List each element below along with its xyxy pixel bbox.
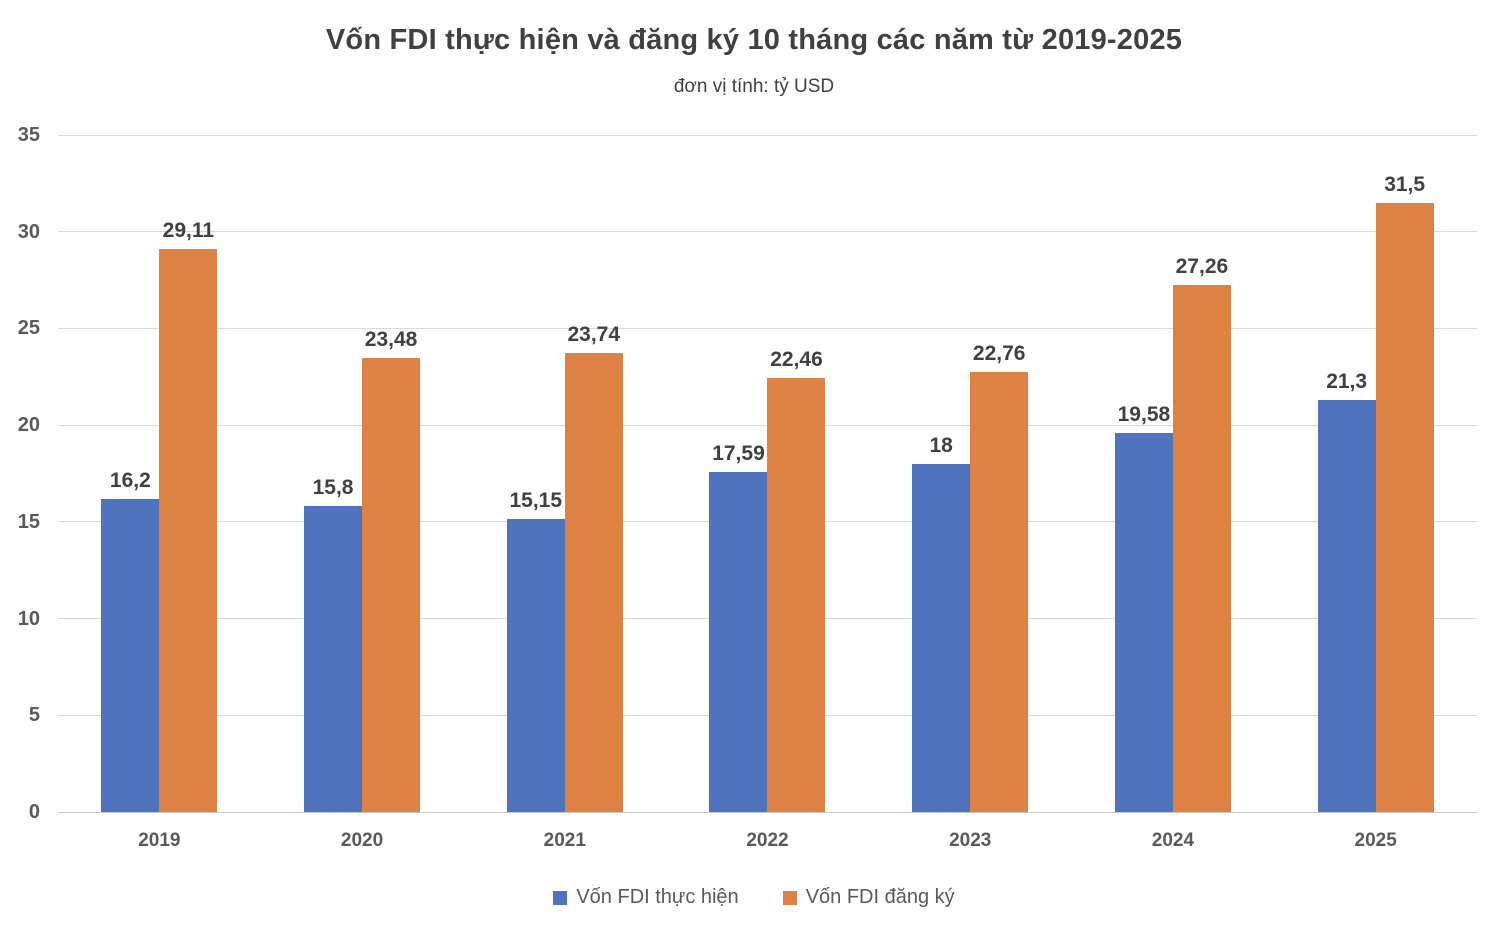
x-axis-label-2024: 2024 bbox=[1151, 830, 1195, 851]
bar-col-von-fdi-thuc-hien-2020: 15,8 bbox=[304, 135, 363, 812]
bar-value-label-von-fdi-dang-ky-2021: 23,74 bbox=[567, 322, 621, 346]
bar-col-von-fdi-dang-ky-2021: 23,74 bbox=[564, 135, 623, 812]
y-axis-tick-label: 10 bbox=[17, 607, 40, 630]
bar-group-2020: 15,8 23,48 bbox=[261, 135, 464, 812]
bar-von-fdi-thuc-hien-2024 bbox=[1114, 433, 1173, 812]
bar-von-fdi-thuc-hien-2023 bbox=[912, 463, 971, 812]
bar-col-von-fdi-dang-ky-2025: 31,5 bbox=[1375, 135, 1434, 812]
x-axis-label-2021: 2021 bbox=[543, 830, 586, 851]
x-axis-label-2020: 2020 bbox=[340, 830, 384, 851]
bar-col-von-fdi-thuc-hien-2023: 18 bbox=[912, 135, 971, 812]
bar-von-fdi-dang-ky-2024 bbox=[1172, 284, 1231, 812]
legend-swatch-icon bbox=[782, 890, 797, 905]
bar-col-von-fdi-dang-ky-2022: 22,46 bbox=[767, 135, 826, 812]
bar-value-label-von-fdi-thuc-hien-2023: 18 bbox=[929, 433, 953, 457]
bar-col-von-fdi-thuc-hien-2025: 21,3 bbox=[1317, 135, 1376, 812]
x-axis-label-2023: 2023 bbox=[949, 830, 992, 851]
bar-value-label-von-fdi-thuc-hien-2024: 19,58 bbox=[1117, 403, 1171, 427]
gridline bbox=[58, 134, 1477, 136]
bar-col-von-fdi-thuc-hien-2022: 17,59 bbox=[709, 135, 768, 812]
y-axis-tick-label: 5 bbox=[28, 704, 40, 727]
bar-group-2023: 18 22,76 bbox=[869, 135, 1072, 812]
bar-value-label-von-fdi-dang-ky-2023: 22,76 bbox=[972, 341, 1026, 365]
bar-value-label-von-fdi-thuc-hien-2022: 17,59 bbox=[712, 441, 765, 465]
bar-value-label-von-fdi-thuc-hien-2019: 16,2 bbox=[109, 468, 151, 492]
y-axis-tick-label: 35 bbox=[17, 124, 40, 146]
bar-group-2021: 15,15 23,74 bbox=[463, 135, 666, 812]
legend-label: Vốn FDI thực hiện bbox=[576, 886, 739, 908]
y-axis-tick-label: 25 bbox=[17, 317, 40, 340]
bar-von-fdi-thuc-hien-2020 bbox=[304, 506, 363, 812]
x-axis-label-2022: 2022 bbox=[746, 830, 789, 851]
chart-title: Vốn FDI thực hiện và đăng ký 10 tháng cá… bbox=[325, 24, 1183, 56]
bar-von-fdi-dang-ky-2022 bbox=[767, 377, 826, 812]
bar-value-label-von-fdi-dang-ky-2020: 23,48 bbox=[364, 327, 418, 351]
bar-value-label-von-fdi-dang-ky-2024: 27,26 bbox=[1175, 254, 1229, 278]
bar-von-fdi-dang-ky-2019 bbox=[159, 248, 218, 812]
legend: Vốn FDI thực hiện Vốn FDI đăng ký bbox=[0, 886, 1508, 909]
bar-col-von-fdi-dang-ky-2023: 22,76 bbox=[970, 135, 1029, 812]
bar-von-fdi-dang-ky-2023 bbox=[970, 371, 1029, 812]
y-axis-tick-label: 0 bbox=[28, 801, 40, 823]
bar-col-von-fdi-thuc-hien-2024: 19,58 bbox=[1114, 135, 1173, 812]
bar-von-fdi-thuc-hien-2025 bbox=[1317, 400, 1376, 812]
bar-group-2019: 16,2 29,11 bbox=[58, 135, 261, 812]
x-axis: 2019 2020 2021 2022 2023 2024 2025 bbox=[58, 830, 1477, 856]
bar-col-von-fdi-thuc-hien-2021: 15,15 bbox=[506, 135, 565, 812]
y-axis: 0 5 10 15 20 25 30 35 bbox=[0, 125, 48, 822]
y-axis-tick-label: 15 bbox=[17, 510, 40, 533]
x-axis-line bbox=[58, 811, 1477, 813]
bar-von-fdi-thuc-hien-2019 bbox=[101, 498, 160, 812]
gridline bbox=[58, 231, 1477, 233]
bars-layer: 16,2 29,11 15,8 23,48 15,15 23,74 17,59 22,46 18… bbox=[58, 135, 1477, 812]
bar-group-2022: 17,59 22,46 bbox=[666, 135, 869, 812]
legend-item-von-fdi-dang-ky: Vốn FDI đăng ký bbox=[782, 886, 955, 909]
legend-label: Vốn FDI đăng ký bbox=[805, 886, 955, 908]
x-axis-label-2025: 2025 bbox=[1354, 830, 1397, 851]
bar-von-fdi-dang-ky-2021 bbox=[564, 352, 623, 812]
bar-value-label-von-fdi-dang-ky-2019: 29,11 bbox=[162, 218, 215, 242]
bar-col-von-fdi-dang-ky-2019: 29,11 bbox=[159, 135, 218, 812]
bar-value-label-von-fdi-thuc-hien-2020: 15,8 bbox=[312, 476, 354, 500]
x-axis-label-2019: 2019 bbox=[138, 830, 181, 851]
bar-von-fdi-dang-ky-2020 bbox=[362, 357, 421, 812]
bar-von-fdi-thuc-hien-2021 bbox=[506, 518, 565, 812]
bar-value-label-von-fdi-dang-ky-2022: 22,46 bbox=[770, 347, 823, 371]
bar-group-2025: 21,3 31,5 bbox=[1274, 135, 1477, 812]
y-axis-tick-label: 30 bbox=[17, 220, 40, 243]
bar-col-von-fdi-dang-ky-2020: 23,48 bbox=[362, 135, 421, 812]
gridline bbox=[58, 327, 1477, 329]
bar-col-von-fdi-thuc-hien-2019: 16,2 bbox=[101, 135, 160, 812]
bar-group-2024: 19,58 27,26 bbox=[1072, 135, 1275, 812]
bar-value-label-von-fdi-dang-ky-2025: 31,5 bbox=[1384, 172, 1426, 196]
chart-subtitle: đơn vị tính: tỷ USD bbox=[673, 76, 835, 97]
bar-value-label-von-fdi-thuc-hien-2021: 15,15 bbox=[509, 488, 563, 512]
y-axis-tick-label: 20 bbox=[17, 414, 40, 437]
bar-von-fdi-thuc-hien-2022 bbox=[709, 471, 768, 812]
bar-col-von-fdi-dang-ky-2024: 27,26 bbox=[1172, 135, 1231, 812]
legend-swatch-icon bbox=[553, 890, 568, 905]
plot-area: 16,2 29,11 15,8 23,48 15,15 23,74 17,59 22,46 18… bbox=[58, 134, 1477, 813]
bar-von-fdi-dang-ky-2025 bbox=[1375, 202, 1434, 812]
bar-value-label-von-fdi-thuc-hien-2025: 21,3 bbox=[1326, 370, 1368, 393]
legend-item-von-fdi-thuc-hien: Vốn FDI thực hiện bbox=[553, 886, 739, 909]
